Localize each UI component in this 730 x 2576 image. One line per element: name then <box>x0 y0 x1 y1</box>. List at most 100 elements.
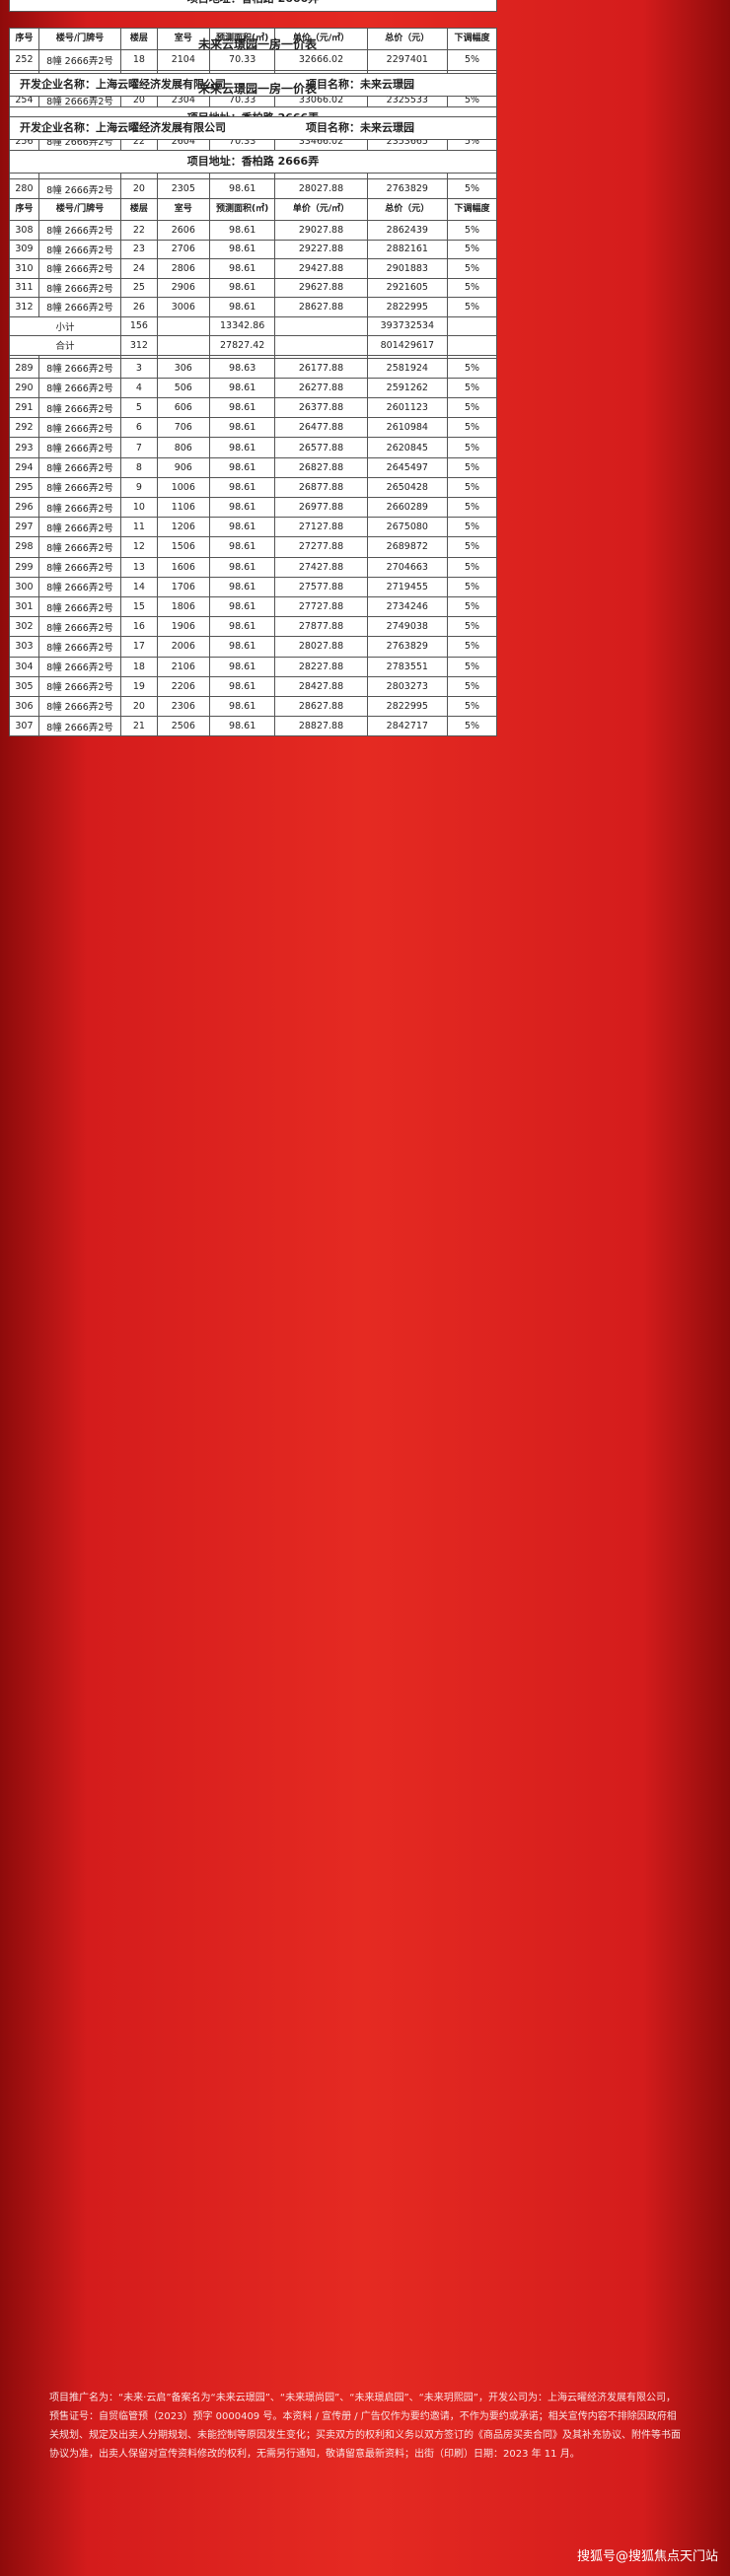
cell: 14 <box>120 576 158 597</box>
cell: 27277.88 <box>274 536 368 558</box>
cell: 5% <box>447 476 497 499</box>
data-row: 292 8幢 2666弄2号 6 706 98.61 26477.88 2610984 5% <box>9 417 497 439</box>
cell: 5% <box>447 695 497 718</box>
cell: 303 <box>9 636 39 658</box>
cell: 32666.02 <box>274 49 368 71</box>
cell: 98.61 <box>208 437 276 458</box>
cell: 302 <box>9 616 39 638</box>
cell: 307 <box>9 716 39 737</box>
data-row: 311 8幢 2666弄2号 25 2906 98.61 29627.88 2921605 5… <box>9 277 497 298</box>
sheet: 未来云璟园一房一价表开发企业名称：上海云曜经济发展有限公司项目名称：未来云璟园项… <box>0 82 730 2284</box>
cell: 3006 <box>156 297 210 317</box>
blank <box>447 315 497 336</box>
cell: 2842717 <box>366 716 449 737</box>
cell: 1006 <box>156 476 210 499</box>
cell: 2806 <box>156 258 210 279</box>
cell: 5 <box>120 397 158 419</box>
data-row: 303 8幢 2666弄2号 17 2006 98.61 28027.88 2763829 5… <box>9 636 497 658</box>
cell: 5% <box>447 377 497 399</box>
cell: 506 <box>156 377 210 399</box>
cell: 2706 <box>156 239 210 259</box>
cell: 304 <box>9 656 39 677</box>
column-header: 单价（元/㎡） <box>274 198 368 221</box>
column-header: 下调幅度 <box>447 28 497 50</box>
cell: 297 <box>9 517 39 538</box>
data-row: 306 8幢 2666弄2号 20 2306 98.61 28627.88 2822995 5… <box>9 695 497 718</box>
cell: 2591262 <box>366 377 449 399</box>
address-row: 项目地址：香柏路 2666弄 <box>9 0 497 12</box>
cell: 252 <box>9 49 39 71</box>
cell: 8 <box>120 456 158 478</box>
data-row: 298 8幢 2666弄2号 12 1506 98.61 27277.88 2689872 5… <box>9 536 497 558</box>
column-header: 总价（元） <box>366 198 449 221</box>
cell: 2862439 <box>366 220 449 241</box>
cell: 9 <box>120 476 158 499</box>
data-row: 309 8幢 2666弄2号 23 2706 98.61 29227.88 2882161 5… <box>9 239 497 259</box>
cell: 2106 <box>156 656 210 677</box>
disclaimer: 项目推广名为：“未来·云启”备案名为“未来云璟园”、“未来璟尚园”、“未来璟启园… <box>49 2393 681 2460</box>
sheet: 未来云璟园一房一价表开发企业名称：上海云曜经济发展有限公司项目名称：未来云璟园项… <box>0 37 730 1503</box>
cell: 27427.88 <box>274 556 368 578</box>
blank <box>274 335 368 356</box>
column-header: 室号 <box>156 28 210 50</box>
cell: 2675080 <box>366 517 449 538</box>
cell: 5% <box>447 517 497 538</box>
cell: 27127.88 <box>274 517 368 538</box>
cell: 26877.88 <box>274 476 368 499</box>
cell: 23 <box>120 239 158 259</box>
blank <box>447 335 497 356</box>
cell: 98.61 <box>208 377 276 399</box>
cell: 8幢 2666弄2号 <box>37 536 122 558</box>
cell: 18 <box>120 656 158 677</box>
cell: 27577.88 <box>274 576 368 597</box>
cell: 5% <box>447 456 497 478</box>
data-row: 301 8幢 2666弄2号 15 1806 98.61 27727.88 2734246 5… <box>9 595 497 618</box>
cell: 5% <box>447 536 497 558</box>
price-table: 序号 楼号/门牌号 楼层 室号 预测面积(㎡) 单价（元/㎡） 总价（元） 下调幅度 308 8幢… <box>8 198 497 356</box>
cell: 606 <box>156 397 210 419</box>
cell: 5% <box>447 357 497 379</box>
cell: 98.61 <box>208 496 276 519</box>
cell: 8幢 2666弄2号 <box>37 437 122 458</box>
cell: 7 <box>120 437 158 458</box>
cell: 2749038 <box>366 616 449 638</box>
cell: 8幢 2666弄2号 <box>37 49 122 71</box>
cell: 5% <box>447 656 497 677</box>
cell: 5% <box>447 595 497 618</box>
blank <box>274 315 368 336</box>
cell: 8幢 2666弄2号 <box>37 695 122 718</box>
cell: 98.61 <box>208 239 276 259</box>
address: 项目地址：香柏路 2666弄 <box>187 0 319 5</box>
cell: 98.61 <box>208 576 276 597</box>
cell: 8幢 2666弄2号 <box>37 576 122 597</box>
cell: 2297401 <box>366 49 449 71</box>
cell: 5% <box>447 417 497 439</box>
cell: 1606 <box>156 556 210 578</box>
cell: 4 <box>120 377 158 399</box>
cell: 13 <box>120 556 158 578</box>
cell: 8幢 2666弄2号 <box>37 517 122 538</box>
cell: 8幢 2666弄2号 <box>37 476 122 499</box>
cell: 293 <box>9 437 39 458</box>
data-row: 299 8幢 2666弄2号 13 1606 98.61 27427.88 2704663 5… <box>9 556 497 578</box>
cell: 29227.88 <box>274 239 368 259</box>
cell: 26977.88 <box>274 496 368 519</box>
cell: 2650428 <box>366 476 449 499</box>
developer: 开发企业名称：上海云曜经济发展有限公司 <box>20 78 226 91</box>
cell: 21 <box>120 716 158 737</box>
cell: 22 <box>120 220 158 241</box>
summary-total: 393732534 <box>366 315 449 336</box>
watermark: 搜狐号@搜狐焦点天门站 <box>576 2549 718 2564</box>
cell: 8幢 2666弄2号 <box>37 417 122 439</box>
cell: 8幢 2666弄2号 <box>37 456 122 478</box>
data-row: 280 8幢 2666弄2号 20 2305 98.61 28027.88 2763829 5… <box>9 177 497 200</box>
address: 项目地址：香柏路 2666弄 <box>186 155 320 168</box>
cell: 2581924 <box>366 357 449 379</box>
cell: 2901883 <box>366 258 449 279</box>
sheet-title: 未来云璟园一房一价表 <box>197 82 317 96</box>
cell: 98.61 <box>208 616 276 638</box>
cell: 2206 <box>156 675 210 697</box>
cell: 1106 <box>156 496 210 519</box>
column-header: 下调幅度 <box>447 198 497 221</box>
cell: 310 <box>9 258 39 279</box>
